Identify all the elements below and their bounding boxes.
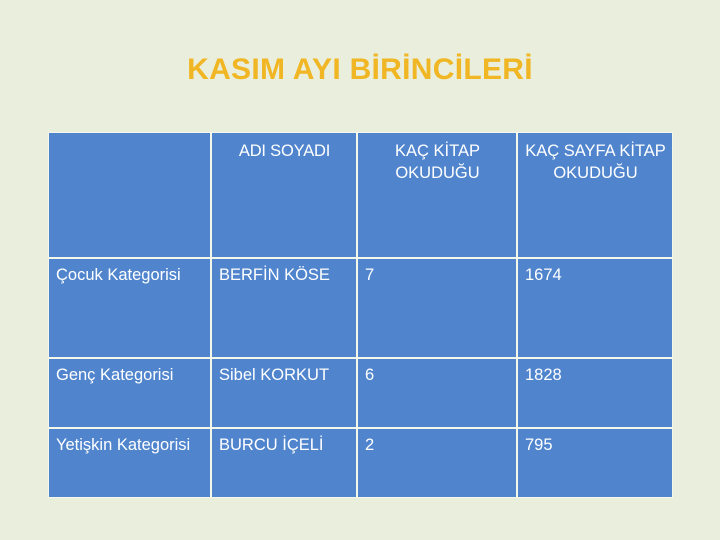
row-name: BERFİN KÖSE — [211, 258, 357, 358]
header-pages-read: KAÇ SAYFA KİTAP OKUDUĞU — [517, 132, 673, 258]
table-row: Yetişkin Kategorisi BURCU İÇELİ 2 795 — [48, 428, 673, 498]
page-title: KASIM AYI BİRİNCİLERİ — [187, 53, 533, 86]
row-name: BURCU İÇELİ — [211, 428, 357, 498]
row-pages-read: 795 — [517, 428, 673, 498]
table-row: Çocuk Kategorisi BERFİN KÖSE 7 1674 — [48, 258, 673, 358]
header-corner-cell — [48, 132, 211, 258]
row-books-read: 2 — [357, 428, 517, 498]
table-header-row: ADI SOYADI KAÇ KİTAP OKUDUĞU KAÇ SAYFA K… — [48, 132, 673, 258]
row-category: Çocuk Kategorisi — [48, 258, 211, 358]
table-row: Genç Kategorisi Sibel KORKUT 6 1828 — [48, 358, 673, 428]
row-name: Sibel KORKUT — [211, 358, 357, 428]
header-books-read: KAÇ KİTAP OKUDUĞU — [357, 132, 517, 258]
row-books-read: 6 — [357, 358, 517, 428]
header-name: ADI SOYADI — [211, 132, 357, 258]
row-category: Yetişkin Kategorisi — [48, 428, 211, 498]
row-pages-read: 1674 — [517, 258, 673, 358]
row-books-read: 7 — [357, 258, 517, 358]
results-table-container: ADI SOYADI KAÇ KİTAP OKUDUĞU KAÇ SAYFA K… — [48, 132, 673, 498]
row-pages-read: 1828 — [517, 358, 673, 428]
row-category: Genç Kategorisi — [48, 358, 211, 428]
monthly-winners-table: ADI SOYADI KAÇ KİTAP OKUDUĞU KAÇ SAYFA K… — [48, 132, 673, 498]
